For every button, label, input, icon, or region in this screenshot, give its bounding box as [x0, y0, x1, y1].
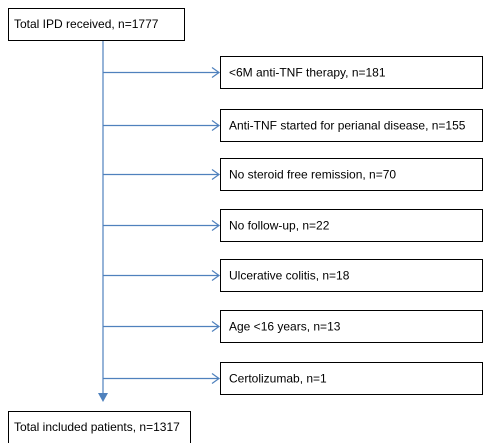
branch-arrowhead [211, 67, 221, 78]
exclusion-box [220, 259, 483, 292]
branch-arrowhead [211, 120, 221, 131]
exclusion-box [220, 109, 483, 142]
branch-arrowhead [211, 321, 221, 332]
branch-arrowhead [211, 169, 221, 180]
end-box [8, 411, 191, 443]
exclusion-label: Anti-TNF started for perianal disease, n… [229, 119, 466, 133]
branch-arrowhead [211, 220, 221, 231]
exclusion-label: No follow-up, n=22 [229, 219, 330, 233]
branch-arrowhead [211, 270, 221, 281]
exclusion-box [220, 310, 483, 343]
exclusion-box [220, 209, 483, 242]
exclusion-label: <6M anti-TNF therapy, n=181 [229, 66, 386, 80]
main-arrowhead [98, 393, 108, 402]
exclusion-label: Certolizumab, n=1 [229, 372, 327, 386]
branch-arrowhead [211, 373, 221, 384]
exclusion-box [220, 362, 483, 395]
start-box [8, 8, 185, 41]
exclusion-label: Age <16 years, n=13 [229, 320, 341, 334]
exclusion-label: No steroid free remission, n=70 [229, 168, 396, 182]
exclusion-box [220, 56, 483, 89]
end-label: Total included patients, n=1317 [14, 420, 180, 434]
exclusion-box [220, 158, 483, 191]
exclusion-label: Ulcerative colitis, n=18 [229, 269, 350, 283]
start-label: Total IPD received, n=1777 [14, 17, 159, 31]
